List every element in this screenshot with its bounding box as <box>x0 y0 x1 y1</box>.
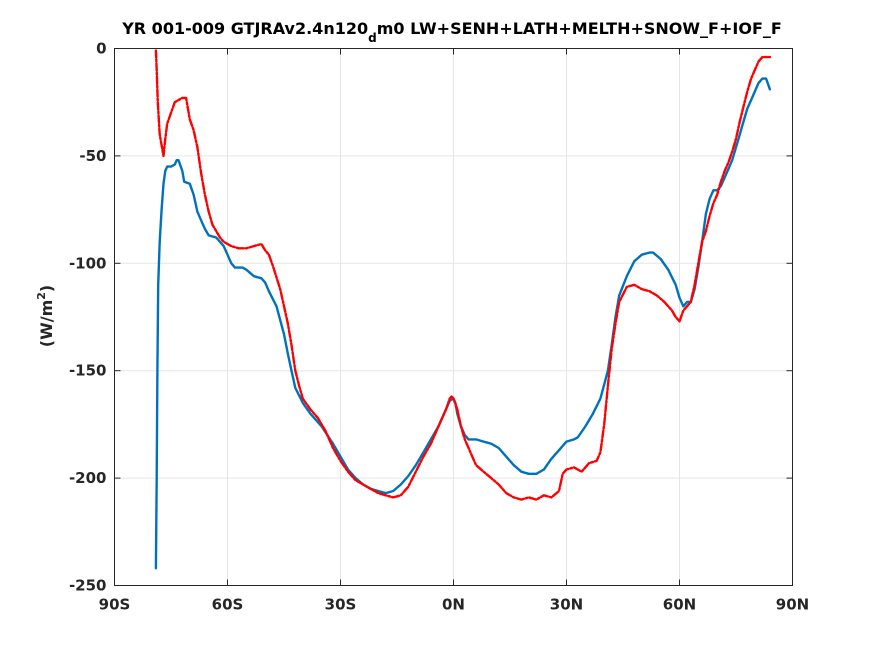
chart-title: YR 001-009 GTJRAv2.4n120dm0 LW+SENH+LATH… <box>121 19 782 45</box>
series-group <box>154 49 772 570</box>
x-tick-label: 30S <box>325 596 357 614</box>
x-tick-label: 0N <box>442 596 465 614</box>
x-tick-label: 60N <box>663 596 696 614</box>
y-tick-label: -200 <box>69 469 107 487</box>
x-tick-label: 90N <box>776 596 809 614</box>
y-axis-label: (W/m2) <box>35 285 56 347</box>
series-line-2 <box>154 49 772 501</box>
x-axis-ticks: 90S 60S 30S 0N 30N 60N 90N <box>99 48 809 614</box>
x-tick-label: 60S <box>212 596 244 614</box>
y-tick-label: 0 <box>96 40 106 58</box>
x-tick-label: 90S <box>99 596 131 614</box>
x-tick-label: 30N <box>550 596 583 614</box>
y-tick-label: -50 <box>79 147 106 165</box>
grid-lines <box>114 48 793 586</box>
y-tick-label: -250 <box>69 577 107 595</box>
y-tick-label: -150 <box>69 362 107 380</box>
series-line-1 <box>154 77 772 570</box>
y-axis-ticks: 0 -50 -100 -150 -200 -250 <box>69 40 793 595</box>
y-tick-label: -100 <box>69 254 107 272</box>
